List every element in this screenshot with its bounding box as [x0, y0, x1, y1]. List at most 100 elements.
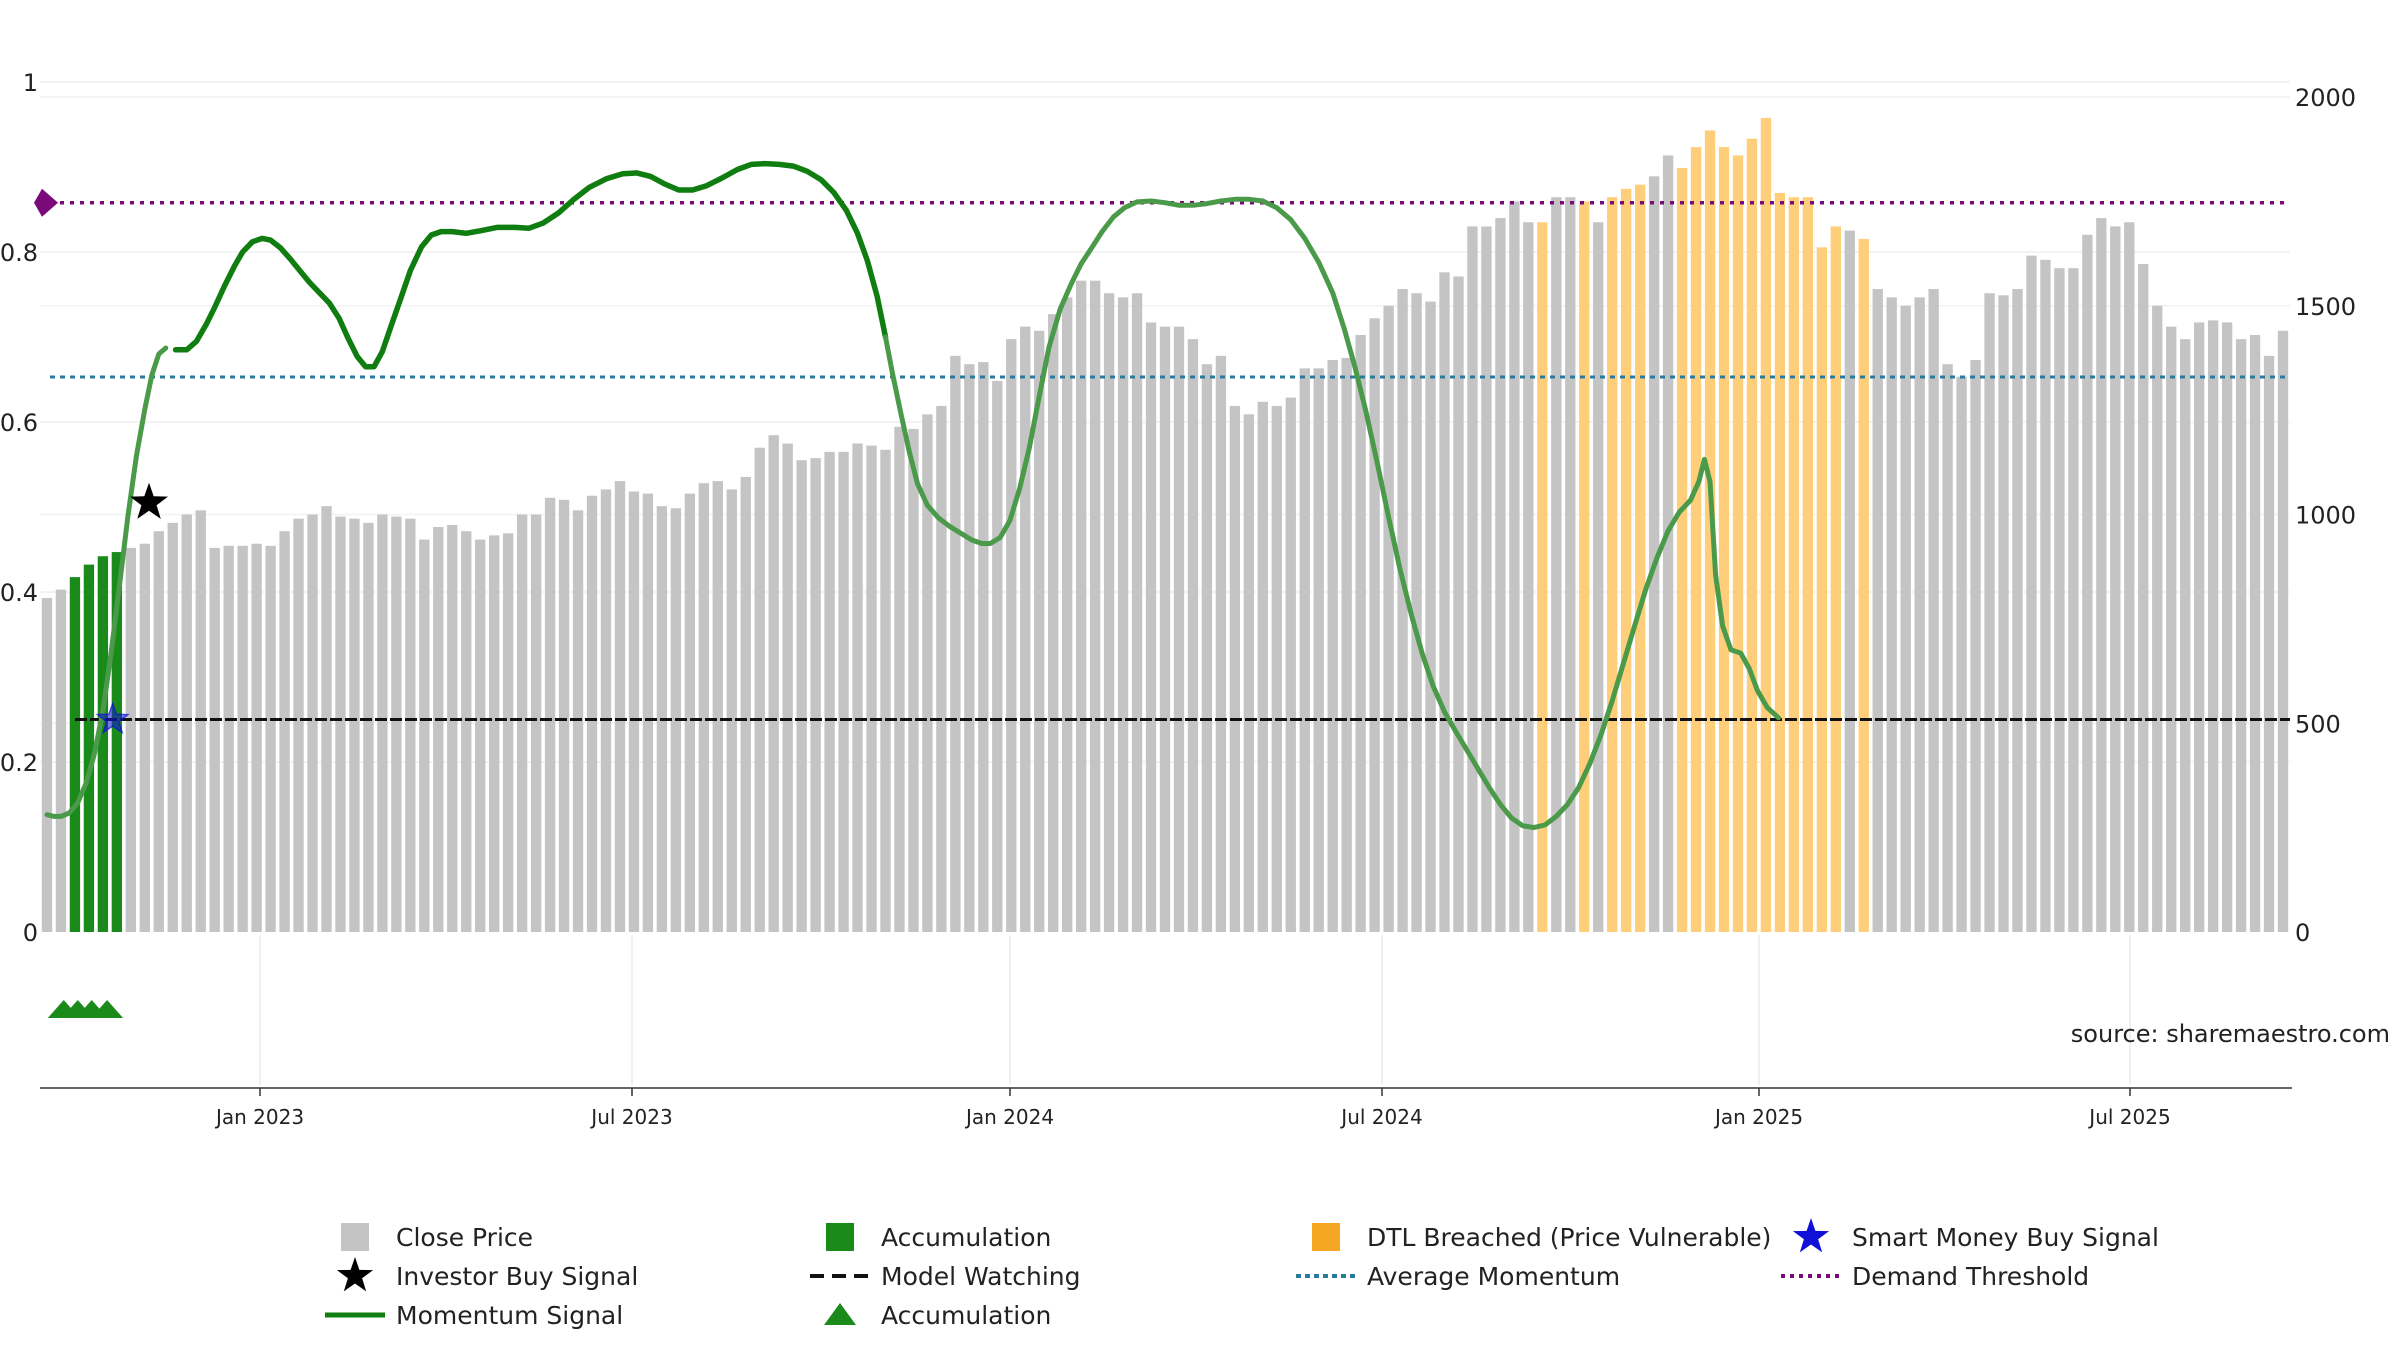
close-price-bar — [405, 518, 416, 932]
accumulation-bar — [97, 556, 109, 932]
right-tick-label: 1500 — [2295, 293, 2356, 321]
close-price-bar — [1844, 230, 1855, 933]
close-price-bar — [1523, 222, 1534, 932]
close-price-bar — [2193, 322, 2205, 932]
close-price-bar — [1187, 339, 1199, 932]
close-price-bar — [642, 493, 654, 932]
accumulation-triangle-marker — [91, 1000, 124, 1018]
close-price-bar — [950, 355, 961, 933]
close-price-bar — [1145, 322, 1157, 932]
dtl-breached-bar — [1732, 155, 1744, 932]
close-price-bar — [1397, 289, 1408, 932]
close-price-bar — [628, 491, 640, 932]
close-price-bar — [908, 428, 919, 932]
legend-swatch-dtl-breached — [1312, 1223, 1340, 1251]
close-price-bar — [2068, 268, 2079, 932]
close-price-bar — [1495, 218, 1506, 932]
close-price-bar — [1467, 226, 1478, 933]
legend-item-momentum: Momentum Signal — [325, 1301, 623, 1330]
close-price-bar — [251, 543, 262, 932]
close-price-bar — [1103, 293, 1115, 933]
close-price-bar — [209, 547, 220, 932]
close-price-bar — [265, 545, 276, 932]
legend-label: Momentum Signal — [396, 1301, 623, 1330]
close-price-bar — [936, 405, 947, 932]
close-price-bar — [419, 539, 430, 932]
close-price-bar — [279, 531, 290, 932]
source-attribution: source: sharemaestro.com — [2071, 1020, 2390, 1048]
close-price-bar — [1215, 355, 1227, 933]
close-price-bar — [433, 527, 444, 932]
close-price-bar — [2082, 234, 2093, 932]
close-price-bar — [2263, 355, 2275, 933]
close-price-bar — [195, 510, 206, 932]
dtl-breached-bar — [1676, 167, 1688, 933]
close-price-bar — [768, 435, 779, 932]
axes: Jan 2023 Jul 2023 Jan 2024 Jul 2024 Jan 2025… — [0, 69, 2356, 1129]
close-price-bar — [502, 533, 514, 932]
close-price-bar — [824, 451, 835, 932]
close-price-bar — [1411, 293, 1422, 933]
legend-label: Accumulation — [881, 1301, 1051, 1330]
x-tick-label: Jan 2023 — [214, 1105, 304, 1129]
demand-threshold-marker — [34, 188, 58, 217]
right-tick-label: 1000 — [2295, 502, 2356, 530]
dtl-breached-bar — [1788, 197, 1800, 932]
close-price-bar — [1648, 176, 1660, 932]
close-price-bar — [712, 481, 723, 932]
close-price-bar — [2166, 326, 2177, 932]
close-price-bar — [139, 543, 150, 932]
dtl-breached-bar — [1634, 184, 1646, 933]
legend: Close Price Accumulation DTL Breached (Pri… — [325, 1218, 2159, 1330]
close-price-bar — [1593, 222, 1604, 932]
legend-label: Model Watching — [881, 1262, 1081, 1291]
dtl-breached-bar — [1579, 201, 1590, 932]
legend-item-close: Close Price — [341, 1223, 533, 1252]
close-price-bar — [1369, 318, 1380, 932]
left-tick-label: 1 — [23, 69, 38, 97]
close-price-bar — [614, 481, 626, 932]
close-price-bar — [810, 458, 821, 932]
close-price-bar — [1914, 297, 1925, 932]
close-price-bar — [1439, 272, 1450, 933]
close-price-bar — [153, 531, 164, 932]
legend-label: DTL Breached (Price Vulnerable) — [1367, 1223, 1771, 1252]
close-price-bar — [363, 522, 374, 932]
legend-item-smart: Smart Money Buy Signal — [1792, 1218, 2159, 1253]
dtl-breached-bar — [1537, 222, 1548, 932]
close-price-bar — [349, 518, 360, 932]
dtl-breached-bar — [1690, 147, 1702, 933]
accumulation-bar — [111, 552, 123, 932]
accumulation-bar — [69, 577, 81, 932]
accumulation-bar — [83, 564, 95, 932]
close-price-bar — [1551, 197, 1562, 932]
close-price-bar — [167, 522, 178, 932]
close-price-bar — [237, 545, 248, 932]
close-price-bar — [1229, 405, 1241, 932]
close-price-bar — [1970, 360, 1981, 932]
close-price-bar — [2040, 259, 2051, 932]
close-price-bar — [1928, 289, 1939, 932]
close-price-bar — [2235, 339, 2247, 932]
close-price-bar — [922, 414, 933, 932]
close-price-bar — [530, 514, 542, 932]
close-price-bar — [181, 514, 192, 932]
close-price-bar — [1453, 276, 1464, 932]
close-price-bar — [698, 483, 709, 932]
close-price-bar — [1565, 197, 1576, 932]
legend-label: Close Price — [396, 1223, 533, 1252]
dtl-breached-bar — [1621, 188, 1632, 933]
close-price-bar — [1020, 326, 1031, 932]
close-price-bar — [2152, 305, 2163, 932]
close-price-bar — [740, 476, 751, 932]
left-tick-label: 0.6 — [0, 409, 38, 437]
close-price-bar — [978, 362, 989, 932]
close-price-bar — [2207, 320, 2219, 932]
close-price-bar — [1425, 301, 1436, 932]
right-tick-label: 0 — [2295, 919, 2310, 947]
left-tick-label: 0.2 — [0, 749, 38, 777]
close-price-bar — [586, 495, 598, 932]
close-price-bar — [1257, 401, 1268, 932]
close-price-bar — [475, 539, 486, 932]
